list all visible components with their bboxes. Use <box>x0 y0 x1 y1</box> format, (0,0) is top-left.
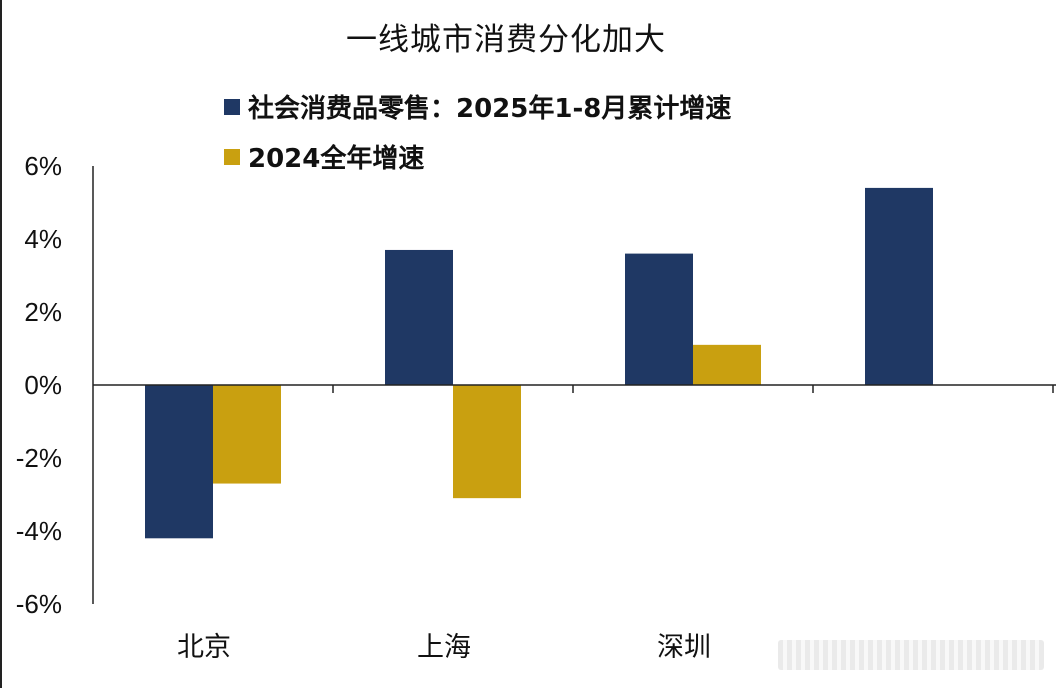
chart-title: 一线城市消费分化加大 <box>346 22 666 58</box>
legend-swatch-series-1 <box>224 98 240 115</box>
y-tick-label: -2% <box>16 443 62 473</box>
bar-series-1 <box>625 253 693 385</box>
y-tick-label: 0% <box>24 370 62 400</box>
bar-series-2 <box>693 344 761 385</box>
legend-swatch-series-2 <box>224 148 240 165</box>
y-tick-label: 2% <box>24 297 62 327</box>
y-tick-label: -4% <box>16 516 62 546</box>
x-category-label: 深圳 <box>657 632 711 663</box>
bar-series-1 <box>145 385 213 539</box>
legend-label-series-1: 社会消费品零售：2025年1-8月累计增速 <box>248 94 732 124</box>
watermark <box>778 640 1044 670</box>
bar-series-2 <box>213 385 281 484</box>
y-tick-label: 6% <box>24 151 62 181</box>
bar-series-1 <box>865 187 933 385</box>
x-category-label: 上海 <box>417 632 471 663</box>
bar-series-2 <box>453 385 521 499</box>
legend-item-series-2: 2024全年增速 <box>224 138 424 175</box>
y-tick-label: -6% <box>16 589 62 619</box>
bar-series-1 <box>385 249 453 385</box>
y-tick-label: 4% <box>24 224 62 254</box>
x-category-label: 北京 <box>177 632 231 663</box>
legend-label-series-2: 2024全年增速 <box>248 144 425 174</box>
legend-item-series-1: 社会消费品零售：2025年1-8月累计增速 <box>224 88 731 125</box>
